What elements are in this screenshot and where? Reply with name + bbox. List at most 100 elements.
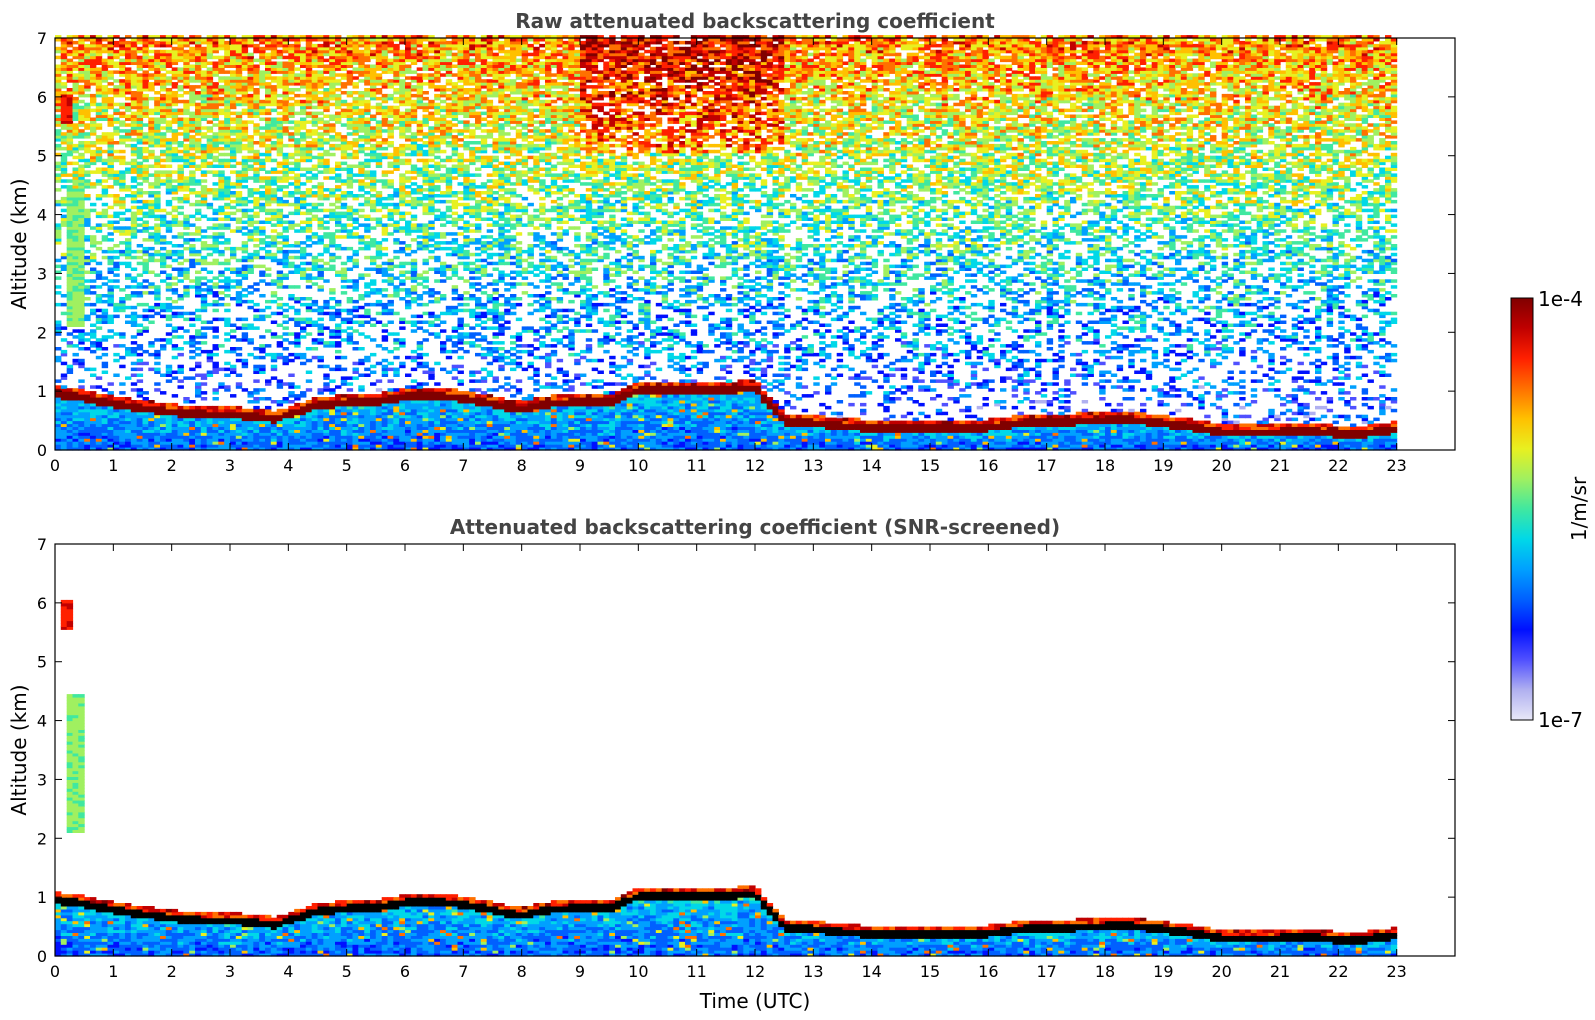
heatmap-cell: [213, 427, 219, 431]
heatmap-cell: [189, 338, 195, 342]
heatmap-cell: [242, 300, 248, 304]
heatmap-cell: [248, 120, 254, 124]
heatmap-cell: [55, 356, 61, 360]
heatmap-cell: [294, 297, 300, 301]
heatmap-cell: [283, 435, 289, 439]
heatmap-cell: [242, 250, 248, 254]
heatmap-cell: [318, 312, 324, 316]
heatmap-cell: [119, 406, 125, 410]
heatmap-cell: [67, 400, 73, 404]
heatmap-cell: [358, 203, 364, 207]
heatmap-cell: [329, 318, 335, 322]
heatmap-cell: [172, 244, 178, 248]
heatmap-cell: [148, 315, 154, 319]
heatmap-cell: [329, 47, 335, 51]
heatmap-cell: [131, 221, 137, 225]
heatmap-cell: [178, 221, 184, 225]
heatmap-cell: [201, 185, 207, 189]
heatmap-cell: [370, 353, 376, 357]
heatmap-cell: [90, 285, 96, 289]
heatmap-cell: [137, 162, 143, 166]
heatmap-cell: [195, 291, 201, 295]
heatmap-cell: [67, 138, 73, 142]
heatmap-cell: [300, 268, 306, 272]
heatmap-cell: [189, 170, 195, 174]
heatmap-cell: [96, 247, 102, 251]
heatmap-cell: [137, 182, 143, 186]
heatmap-cell: [306, 379, 312, 383]
heatmap-cell: [113, 159, 119, 163]
heatmap-cell: [201, 391, 207, 395]
heatmap-cell: [370, 241, 376, 245]
heatmap-cell: [224, 106, 230, 110]
heatmap-cell: [364, 406, 370, 410]
heatmap-cell: [224, 276, 230, 280]
heatmap-cell: [78, 129, 84, 133]
heatmap-cell: [67, 91, 73, 95]
heatmap-cell: [113, 406, 119, 410]
heatmap-cell: [166, 297, 172, 301]
heatmap-cell: [201, 173, 207, 177]
heatmap-cell: [125, 76, 131, 80]
heatmap-cell: [108, 400, 114, 404]
heatmap-cell: [84, 94, 90, 98]
heatmap-cell: [113, 109, 119, 113]
heatmap-cell: [143, 285, 149, 289]
heatmap-cell: [96, 135, 102, 139]
heatmap-cell: [102, 415, 108, 419]
heatmap-cell: [213, 362, 219, 366]
heatmap-cell: [119, 188, 125, 192]
heatmap-cell: [125, 427, 131, 431]
heatmap-cell: [376, 112, 382, 116]
heatmap-cell: [143, 221, 149, 225]
heatmap-cell: [370, 282, 376, 286]
heatmap-cell: [67, 276, 73, 280]
heatmap-cell: [183, 341, 189, 345]
heatmap-cell: [178, 141, 184, 145]
heatmap-cell: [306, 421, 312, 425]
heatmap-cell: [73, 394, 79, 398]
heatmap-cell: [96, 271, 102, 275]
heatmap-cell: [178, 271, 184, 275]
heatmap-cell: [166, 179, 172, 183]
heatmap-cell: [283, 168, 289, 172]
heatmap-cell: [90, 391, 96, 395]
heatmap-cell: [382, 400, 388, 404]
heatmap-cell: [113, 170, 119, 174]
heatmap-cell: [148, 306, 154, 310]
heatmap-cell: [113, 200, 119, 204]
heatmap-cell: [131, 229, 137, 233]
heatmap-cell: [323, 120, 329, 124]
heatmap-cell: [277, 241, 283, 245]
heatmap-cell: [201, 132, 207, 136]
heatmap-cell: [376, 218, 382, 222]
heatmap-cell: [201, 126, 207, 130]
heatmap-cell: [78, 70, 84, 74]
heatmap-cell: [90, 226, 96, 230]
heatmap-cell: [166, 70, 172, 74]
heatmap-cell: [189, 50, 195, 54]
heatmap-cell: [154, 235, 160, 239]
heatmap-cell: [213, 70, 219, 74]
heatmap-cell: [119, 356, 125, 360]
heatmap-cell: [189, 91, 195, 95]
heatmap-cell: [84, 271, 90, 275]
heatmap-cell: [353, 132, 359, 136]
heatmap-cell: [73, 262, 79, 266]
heatmap-cell: [318, 76, 324, 80]
heatmap-cell: [160, 76, 166, 80]
heatmap-cell: [265, 138, 271, 142]
heatmap-cell: [78, 385, 84, 389]
heatmap-cell: [125, 132, 131, 136]
heatmap-cell: [230, 324, 236, 328]
heatmap-cell: [318, 415, 324, 419]
heatmap-cell: [108, 415, 114, 419]
heatmap-cell: [207, 253, 213, 256]
heatmap-cell: [218, 112, 224, 116]
heatmap-cell: [294, 250, 300, 254]
heatmap-cell: [84, 347, 90, 351]
heatmap-cell: [323, 168, 329, 172]
heatmap-cell: [84, 415, 90, 419]
heatmap-cell: [102, 250, 108, 254]
heatmap-cell: [178, 109, 184, 113]
